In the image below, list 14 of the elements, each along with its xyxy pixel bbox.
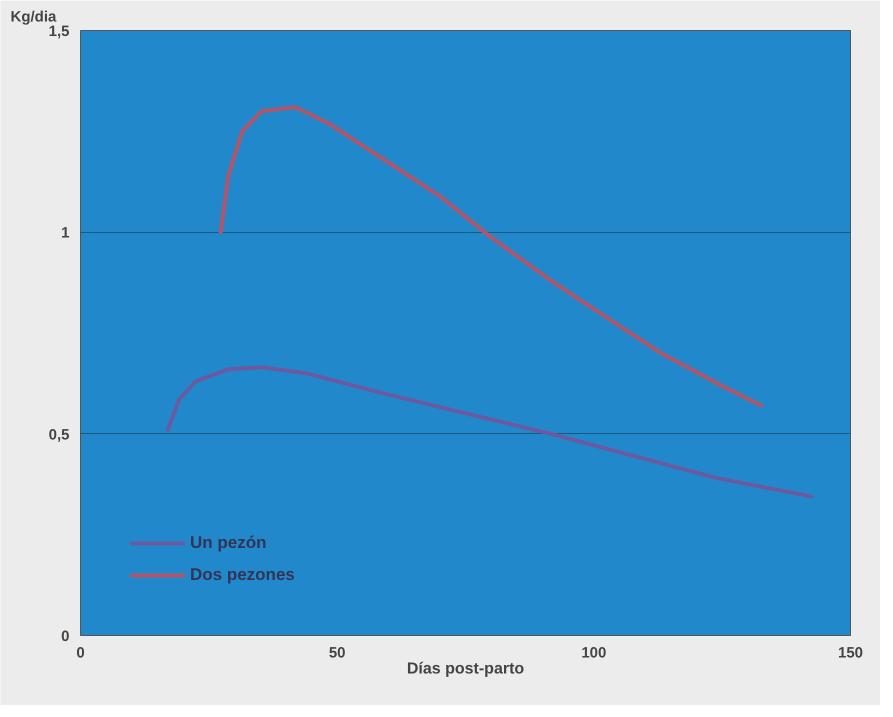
- y-tick-label: 1: [61, 224, 70, 242]
- line-series: [218, 105, 764, 408]
- y-axis-title: Kg/dia: [10, 8, 57, 26]
- line-series: [166, 365, 813, 498]
- y-tick-label: 1,5: [48, 23, 70, 40]
- x-axis-title: Días post-parto: [406, 660, 524, 678]
- x-tick-label: 0: [76, 644, 85, 662]
- x-tick-label: 150: [838, 644, 864, 662]
- x-tick-label: 100: [581, 644, 606, 662]
- legend-label: Dos pezones: [190, 565, 295, 585]
- legend-label: Un pezón: [190, 533, 266, 553]
- y-tick-label: 0,5: [48, 426, 70, 444]
- x-tick-label: 50: [328, 644, 346, 662]
- y-tick-label: 0: [61, 628, 70, 645]
